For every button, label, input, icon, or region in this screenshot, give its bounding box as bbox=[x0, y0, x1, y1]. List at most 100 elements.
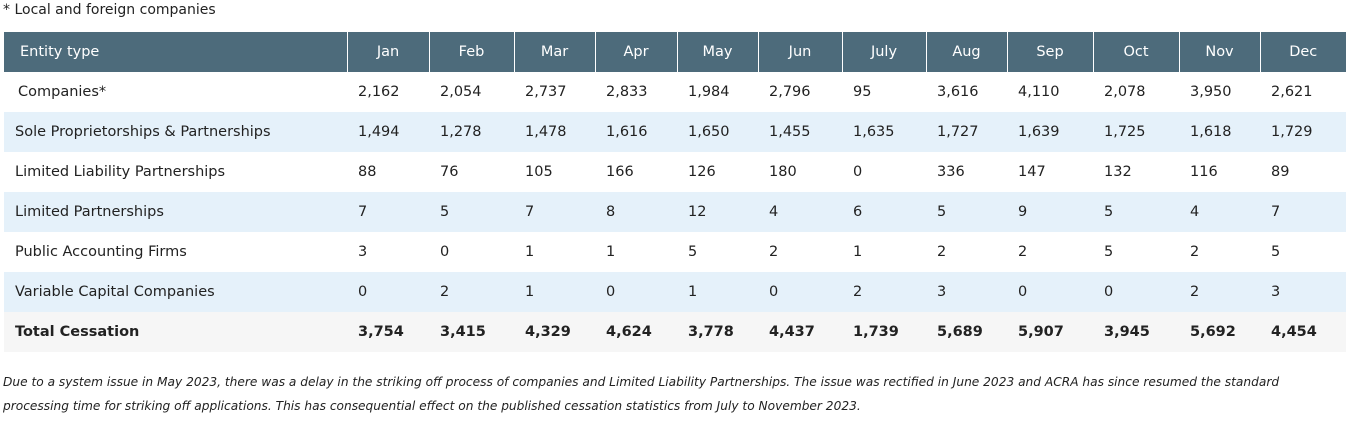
table-cell: 2,078 bbox=[1093, 72, 1179, 112]
table-cell: 5 bbox=[1093, 232, 1179, 272]
table-cell: 2 bbox=[429, 272, 514, 312]
column-header-nov: Nov bbox=[1179, 32, 1261, 72]
table-row-sole-proprietorships: Sole Proprietorships & Partnerships 1,49… bbox=[4, 112, 1346, 152]
column-header-oct: Oct bbox=[1093, 32, 1180, 72]
table-cell: 0 bbox=[595, 272, 677, 312]
table-cell: 5 bbox=[429, 192, 514, 232]
total-cell: 4,454 bbox=[1260, 312, 1346, 352]
total-cell: 3,945 bbox=[1093, 312, 1179, 352]
table-cell: 4,110 bbox=[1007, 72, 1093, 112]
table-cell: 3 bbox=[347, 232, 429, 272]
table-cell: 1 bbox=[595, 232, 677, 272]
table-cell: 1,729 bbox=[1260, 112, 1346, 152]
table-cell: 2 bbox=[842, 272, 926, 312]
table-cell: 5 bbox=[1260, 232, 1346, 272]
table-cell: 166 bbox=[595, 152, 677, 192]
cessation-table: Entity type Jan Feb Mar Apr May Jun July… bbox=[4, 32, 1346, 352]
table-cell: 2 bbox=[926, 232, 1007, 272]
table-cell: 105 bbox=[514, 152, 595, 192]
table-row-total-cessation: Total Cessation 3,754 3,415 4,329 4,624 … bbox=[4, 312, 1346, 352]
table-cell: 1 bbox=[842, 232, 926, 272]
table-cell: 2,796 bbox=[758, 72, 842, 112]
total-cell: 3,415 bbox=[429, 312, 514, 352]
table-cell: 132 bbox=[1093, 152, 1179, 192]
row-label: Variable Capital Companies bbox=[4, 272, 347, 312]
table-note: * Local and foreign companies bbox=[3, 2, 216, 18]
total-cell: 5,689 bbox=[926, 312, 1007, 352]
table-cell: 89 bbox=[1260, 152, 1346, 192]
table-cell: 2 bbox=[758, 232, 842, 272]
table-cell: 1 bbox=[514, 272, 595, 312]
table-cell: 5 bbox=[677, 232, 758, 272]
table-cell: 1 bbox=[677, 272, 758, 312]
row-label: Companies* bbox=[4, 72, 347, 112]
table-cell: 2 bbox=[1179, 232, 1260, 272]
row-label: Sole Proprietorships & Partnerships bbox=[4, 112, 347, 152]
table-row-variable-capital-companies: Variable Capital Companies 0 2 1 0 1 0 2… bbox=[4, 272, 1346, 312]
table-cell: 0 bbox=[429, 232, 514, 272]
total-cell: 3,778 bbox=[677, 312, 758, 352]
table-cell: 88 bbox=[347, 152, 429, 192]
row-label: Total Cessation bbox=[4, 312, 347, 352]
table-cell: 1,650 bbox=[677, 112, 758, 152]
total-cell: 1,739 bbox=[842, 312, 926, 352]
table-cell: 5 bbox=[926, 192, 1007, 232]
total-cell: 5,692 bbox=[1179, 312, 1260, 352]
table-cell: 1,616 bbox=[595, 112, 677, 152]
table-cell: 0 bbox=[1007, 272, 1093, 312]
table-cell: 4 bbox=[1179, 192, 1260, 232]
table-row-limited-liability-partnerships: Limited Liability Partnerships 88 76 105… bbox=[4, 152, 1346, 192]
table-row-limited-partnerships: Limited Partnerships 7 5 7 8 12 4 6 5 9 … bbox=[4, 192, 1346, 232]
column-header-jan: Jan bbox=[347, 32, 430, 72]
column-header-apr: Apr bbox=[595, 32, 678, 72]
row-label: Public Accounting Firms bbox=[4, 232, 347, 272]
table-cell: 7 bbox=[1260, 192, 1346, 232]
table-cell: 336 bbox=[926, 152, 1007, 192]
table-cell: 1,727 bbox=[926, 112, 1007, 152]
column-header-may: May bbox=[677, 32, 759, 72]
table-cell: 76 bbox=[429, 152, 514, 192]
table-cell: 3 bbox=[926, 272, 1007, 312]
table-cell: 126 bbox=[677, 152, 758, 192]
table-cell: 1,725 bbox=[1093, 112, 1179, 152]
table-cell: 0 bbox=[842, 152, 926, 192]
column-header-feb: Feb bbox=[429, 32, 515, 72]
table-cell: 2,833 bbox=[595, 72, 677, 112]
header-row: Entity type Jan Feb Mar Apr May Jun July… bbox=[4, 32, 1346, 72]
footnote: Due to a system issue in May 2023, there… bbox=[3, 375, 1280, 413]
column-header-dec: Dec bbox=[1260, 32, 1346, 72]
table-cell: 1,455 bbox=[758, 112, 842, 152]
column-header-jun: Jun bbox=[758, 32, 843, 72]
table-cell: 5 bbox=[1093, 192, 1179, 232]
table-cell: 1,635 bbox=[842, 112, 926, 152]
table-cell: 2 bbox=[1007, 232, 1093, 272]
total-cell: 4,329 bbox=[514, 312, 595, 352]
table-cell: 1,618 bbox=[1179, 112, 1260, 152]
table-cell: 9 bbox=[1007, 192, 1093, 232]
table-cell: 2,162 bbox=[347, 72, 429, 112]
total-cell: 4,624 bbox=[595, 312, 677, 352]
table-row-public-accounting-firms: Public Accounting Firms 3 0 1 1 5 2 1 2 … bbox=[4, 232, 1346, 272]
table-row-companies: Companies* 2,162 2,054 2,737 2,833 1,984… bbox=[4, 72, 1346, 112]
total-cell: 3,754 bbox=[347, 312, 429, 352]
table-cell: 1 bbox=[514, 232, 595, 272]
table-cell: 180 bbox=[758, 152, 842, 192]
table-cell: 6 bbox=[842, 192, 926, 232]
table-cell: 1,984 bbox=[677, 72, 758, 112]
column-header-aug: Aug bbox=[926, 32, 1008, 72]
column-header-sep: Sep bbox=[1007, 32, 1094, 72]
total-cell: 4,437 bbox=[758, 312, 842, 352]
column-header-mar: Mar bbox=[514, 32, 596, 72]
table-cell: 1,494 bbox=[347, 112, 429, 152]
table-cell: 0 bbox=[347, 272, 429, 312]
table-cell: 7 bbox=[514, 192, 595, 232]
table-cell: 95 bbox=[842, 72, 926, 112]
table-cell: 3,616 bbox=[926, 72, 1007, 112]
table-cell: 1,478 bbox=[514, 112, 595, 152]
table-cell: 8 bbox=[595, 192, 677, 232]
row-label: Limited Liability Partnerships bbox=[4, 152, 347, 192]
column-header-july: July bbox=[842, 32, 927, 72]
total-cell: 5,907 bbox=[1007, 312, 1093, 352]
table-cell: 2 bbox=[1179, 272, 1260, 312]
table-cell: 3 bbox=[1260, 272, 1346, 312]
